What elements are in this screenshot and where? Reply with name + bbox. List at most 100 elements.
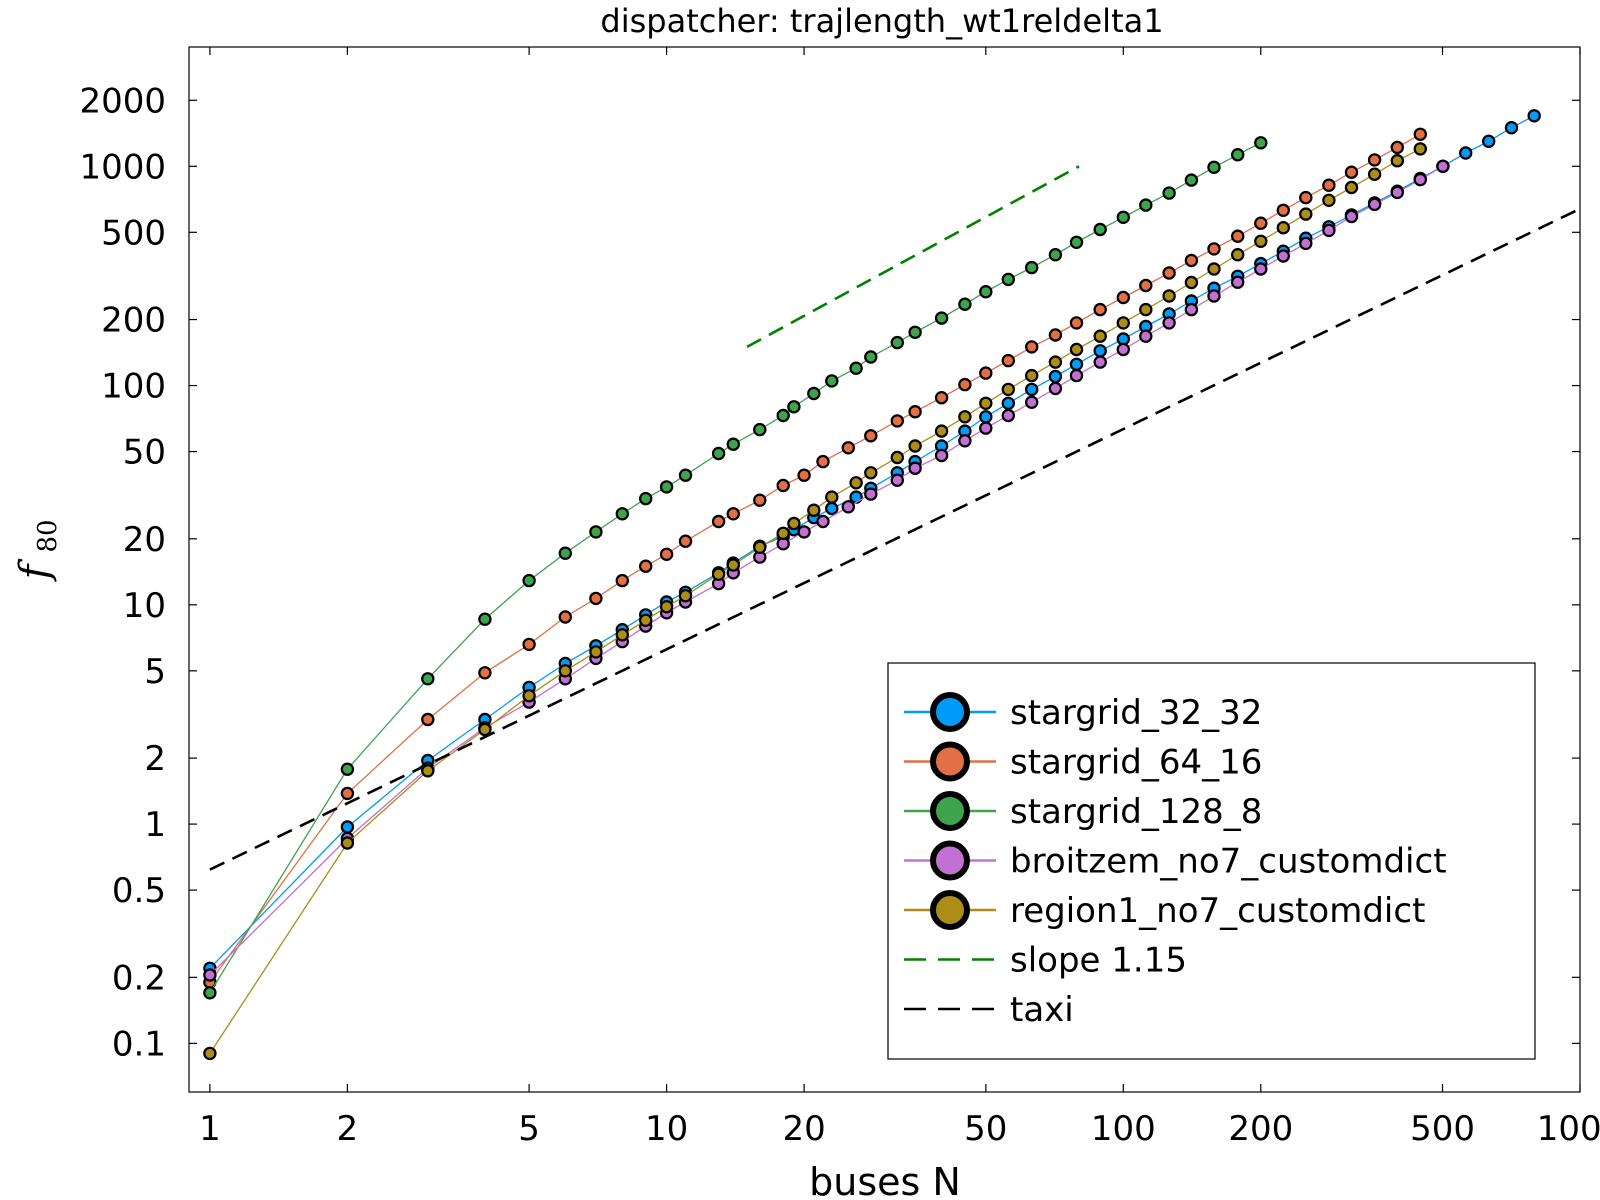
data-point [1139, 329, 1153, 343]
data-point [1230, 275, 1245, 289]
series-stargrid-64-16 [203, 127, 1428, 989]
data-point [1001, 353, 1016, 368]
data-point [726, 437, 741, 451]
data-point [908, 439, 922, 453]
data-point [890, 335, 905, 350]
data-point [1390, 140, 1405, 155]
data-point [1254, 136, 1268, 150]
y-tick-label: 50 [123, 433, 166, 473]
data-point [864, 466, 878, 480]
data-point [864, 429, 878, 443]
x-tick-label: 10 [645, 1109, 688, 1149]
x-tick-label: 1 [199, 1109, 221, 1149]
data-point [1001, 382, 1016, 397]
data-point [711, 514, 726, 529]
data-point [1024, 395, 1039, 409]
x-tick-label: 100 [1091, 1109, 1156, 1149]
data-point [1367, 167, 1382, 181]
y-tick-label: 0.1 [112, 1024, 166, 1064]
data-point [203, 986, 217, 1000]
data-point [979, 396, 993, 410]
legend: stargrid_32_32 stargrid_64_16 stargrid_128… [887, 662, 1536, 1060]
data-point [1024, 340, 1039, 354]
x-axis-ticks: 1 2 5 10 20 50 100 200 500 1000 [199, 47, 1600, 1149]
data-point [421, 672, 435, 686]
y-tick-label: 1000 [79, 147, 166, 187]
y-tick-label: 0.5 [112, 871, 166, 911]
data-point [958, 410, 972, 424]
legend-swatch-marker [930, 791, 970, 831]
legend-label: region1_no7_customdict [1010, 891, 1425, 931]
data-point [1276, 203, 1291, 217]
legend-swatch-marker [930, 692, 970, 732]
data-point [340, 820, 355, 834]
data-point [1116, 316, 1131, 330]
data-point [726, 507, 741, 521]
y-axis-title-subscript: 80 [33, 519, 63, 552]
data-point [825, 490, 839, 504]
data-point [639, 613, 653, 628]
data-point [1390, 185, 1405, 200]
y-tick-label: 0.2 [112, 958, 166, 998]
y-tick-label: 200 [101, 301, 166, 341]
data-point [1139, 278, 1153, 293]
data-point [1527, 109, 1541, 123]
data-point [1093, 222, 1107, 237]
data-point [849, 476, 863, 490]
data-point [558, 546, 573, 560]
data-point [1184, 275, 1199, 290]
data-point [1344, 165, 1359, 179]
series-line [209, 207, 1581, 871]
data-point [1436, 159, 1450, 173]
data-point [753, 540, 767, 555]
data-point [589, 591, 603, 606]
data-point [711, 567, 726, 581]
data-point [934, 391, 949, 405]
legend-swatch-marker [930, 840, 970, 881]
data-point [478, 666, 492, 680]
legend-swatch-marker [930, 890, 970, 930]
data-point [753, 422, 767, 437]
data-point [753, 493, 767, 507]
data-point [615, 507, 630, 521]
data-point [1299, 190, 1313, 205]
series-region1-no7-customdict [203, 142, 1428, 1061]
legend-label: stargrid_32_32 [1010, 693, 1262, 733]
data-point [1367, 153, 1382, 167]
data-point [1207, 160, 1221, 174]
y-axis-ticks: 0.1 0.2 0.5 1 2 5 10 20 50 100 200 500 1000 2000 [79, 81, 1580, 1064]
data-point [787, 400, 801, 414]
legend-entry-taxi: taxi [904, 990, 1074, 1030]
data-point [589, 525, 603, 539]
data-point [1093, 355, 1107, 369]
legend-swatch-marker [930, 741, 970, 782]
y-tick-label: 2 [144, 739, 166, 779]
legend-label: slope 1.15 [1010, 941, 1187, 981]
data-point [522, 637, 536, 652]
legend-entry-slope-1-15: slope 1.15 [904, 941, 1187, 981]
data-point [958, 377, 972, 392]
y-tick-label: 2000 [79, 81, 166, 121]
data-point [797, 525, 811, 539]
data-point [1024, 260, 1039, 275]
legend-entries: stargrid_32_32 stargrid_64_16 stargrid_128… [904, 692, 1447, 1030]
data-point [979, 421, 993, 435]
y-axis-title: f 80 [12, 519, 63, 582]
y-tick-label: 5 [144, 652, 166, 692]
data-point [1162, 186, 1176, 200]
data-point [659, 480, 674, 494]
data-point [1001, 272, 1016, 287]
data-point [1069, 357, 1084, 371]
data-point [958, 297, 972, 311]
data-point [849, 361, 863, 375]
data-point [807, 386, 821, 401]
y-tick-label: 20 [123, 520, 166, 560]
data-point [1093, 329, 1107, 343]
data-point [1230, 147, 1245, 162]
data-point [478, 612, 492, 626]
data-point [1504, 120, 1519, 135]
data-point [421, 764, 435, 778]
data-point [1048, 355, 1063, 369]
data-point [1413, 127, 1428, 141]
